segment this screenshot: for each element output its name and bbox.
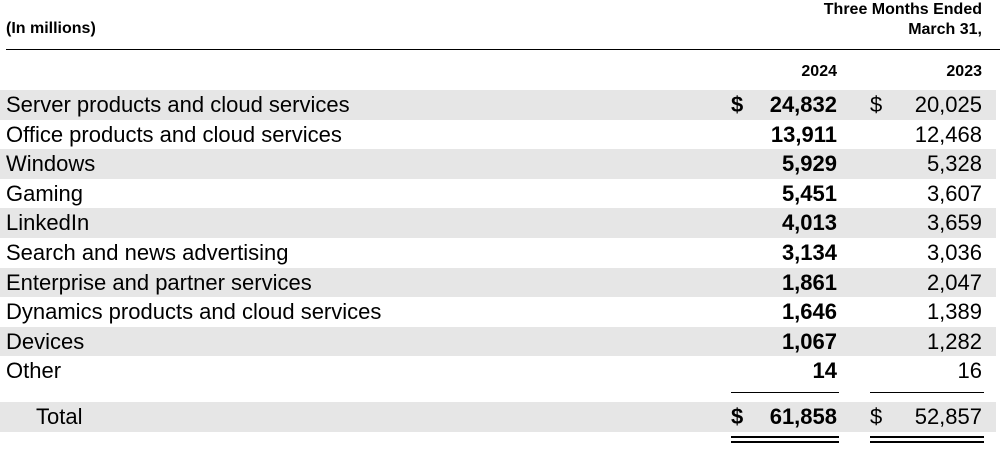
table-row: Devices 1,067 1,282 [0, 326, 1000, 357]
value-2023: 3,607 [926, 180, 982, 206]
value-2024: 13,911 [770, 121, 837, 147]
table-row: Gaming 5,451 3,607 [0, 179, 1000, 209]
column-header-2024: 2024 [801, 63, 837, 80]
revenue-table-body: Server products and cloud services $ 24,… [0, 90, 1000, 386]
row-label: Dynamics products and cloud services [6, 299, 382, 325]
table-row: Search and news advertising 3,134 3,036 [0, 238, 1000, 268]
currency-symbol-2023: $ [870, 404, 883, 429]
total-value-2023: 52,857 [914, 404, 982, 429]
value-2023: 3,036 [926, 239, 982, 265]
table-row: Other 14 16 [0, 356, 1000, 386]
total-double-rule-2023 [870, 436, 984, 443]
table-row: Server products and cloud services $ 24,… [0, 90, 1000, 120]
table-row: Office products and cloud services 13,91… [0, 120, 1000, 150]
value-2024: 3,134 [781, 239, 837, 265]
total-label: Total [36, 404, 83, 429]
value-2023: 2,047 [926, 269, 982, 295]
value-2023: 1,389 [926, 299, 982, 325]
row-label: Windows [6, 151, 96, 177]
subtotal-rule-2023 [870, 392, 984, 393]
value-2024: 1,646 [781, 299, 837, 325]
table-row: Windows 5,929 5,328 [0, 149, 1000, 179]
row-label: LinkedIn [6, 210, 90, 236]
value-2024: 5,451 [781, 180, 837, 206]
value-2024: 1,861 [781, 269, 837, 295]
table-row: LinkedIn 4,013 3,659 [0, 208, 1000, 238]
units-label: (In millions) [6, 20, 96, 37]
value-2024: 1,067 [781, 328, 837, 354]
total-row: Total $ 61,858 $ 52,857 [0, 402, 1000, 432]
value-2024: 4,013 [781, 210, 837, 236]
table-row: Dynamics products and cloud services 1,6… [0, 297, 1000, 327]
value-2023: 5,328 [926, 151, 982, 177]
row-label: Search and news advertising [6, 239, 289, 265]
value-2024: 24,832 [769, 92, 837, 117]
period-line-1: Three Months Ended [823, 1, 982, 18]
total-value-2024: 61,858 [769, 404, 837, 429]
subtotal-rule-2024 [731, 392, 839, 393]
table-row: Enterprise and partner services 1,861 2,… [0, 267, 1000, 298]
row-label: Other [6, 358, 62, 384]
header-rule [6, 49, 1000, 50]
column-header-2023: 2023 [946, 63, 982, 80]
currency-symbol-2024: $ [731, 92, 744, 117]
row-label: Devices [6, 328, 85, 354]
value-2023: 3,659 [926, 210, 982, 236]
period-line-2: March 31, [908, 21, 982, 38]
currency-symbol-2023: $ [870, 92, 883, 117]
value-2023: 20,025 [914, 92, 982, 117]
period-heading: Three Months Ended March 31, [824, 0, 982, 40]
value-2024: 14 [812, 358, 837, 384]
total-double-rule-2024 [731, 436, 839, 443]
row-label: Enterprise and partner services [6, 269, 312, 295]
row-label: Gaming [6, 180, 84, 206]
value-2023: 1,282 [926, 328, 982, 354]
value-2023: 12,468 [914, 121, 982, 147]
value-2024: 5,929 [781, 151, 837, 177]
row-label: Server products and cloud services [6, 92, 350, 117]
value-2023: 16 [957, 358, 982, 384]
row-label: Office products and cloud services [6, 121, 342, 147]
currency-symbol-2024: $ [731, 404, 744, 429]
